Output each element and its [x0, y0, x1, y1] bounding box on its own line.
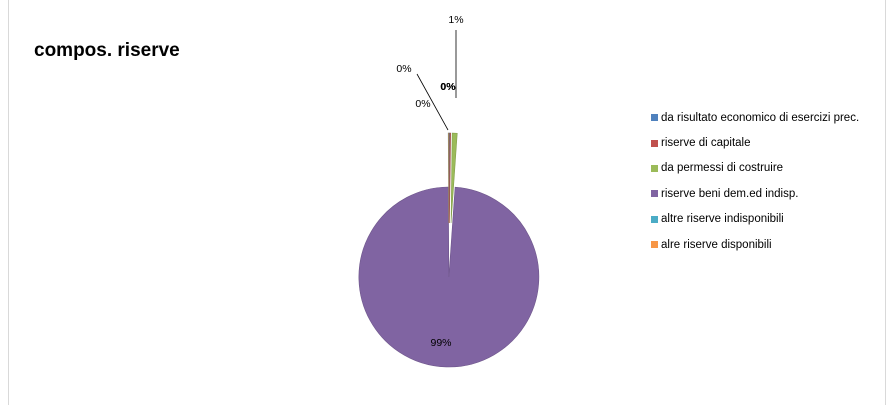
legend-label: riserve di capitale: [661, 137, 751, 150]
legend-item-3: da permessi di costruire: [651, 156, 859, 181]
pie-slice-2: [449, 132, 451, 224]
data-label-3: 1%: [448, 14, 463, 26]
legend-swatch: [651, 114, 658, 122]
legend-swatch: [651, 241, 658, 249]
legend-item-2: riserve di capitale: [651, 130, 859, 155]
legend: da risultato economico di esercizi prec.…: [651, 105, 859, 257]
pie-slices: [358, 132, 540, 368]
data-labels: 0%0%1%99%0%0%: [396, 14, 463, 349]
leader-line-1: [416, 73, 449, 131]
data-label-6: 0%: [440, 81, 456, 93]
legend-item-1: da risultato economico di esercizi prec.: [651, 105, 859, 130]
legend-label: da risultato economico di esercizi prec.: [661, 111, 860, 124]
pie-slice-4: [358, 186, 540, 368]
label-leader-lines: [416, 30, 457, 131]
legend-label: altre riserve indisponibili: [661, 213, 784, 226]
legend-swatch: [651, 215, 658, 223]
legend-label: da permessi di costruire: [661, 162, 784, 175]
legend-swatch: [651, 164, 658, 172]
pie-slice-3: [450, 132, 458, 224]
legend-swatch: [651, 190, 658, 198]
data-label-4: 99%: [430, 337, 451, 349]
data-label-2: 0%: [415, 98, 430, 110]
data-label-1: 0%: [396, 63, 411, 75]
legend-item-6: alre riserve disponibili: [651, 232, 859, 257]
legend-item-4: riserve beni dem.ed indisp.: [651, 181, 859, 206]
legend-item-5: altre riserve indisponibili: [651, 207, 859, 232]
legend-label: alre riserve disponibili: [661, 238, 772, 251]
chart-frame: [8, 0, 886, 405]
legend-label: riserve beni dem.ed indisp.: [661, 187, 799, 200]
legend-swatch: [651, 139, 658, 147]
data-label-5: 0%: [440, 81, 456, 93]
chart-title: compos. riserve: [34, 40, 180, 61]
